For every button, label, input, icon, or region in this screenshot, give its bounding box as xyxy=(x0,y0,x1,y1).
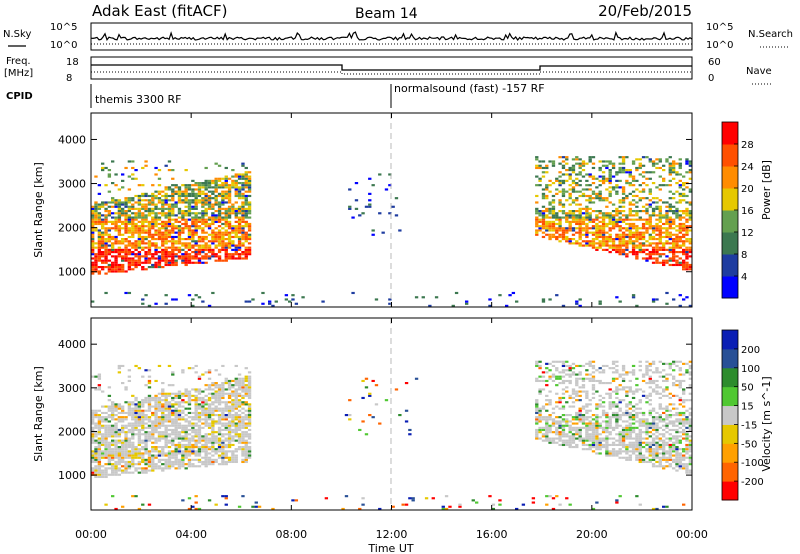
velocity-panel: Slant Range [km] 4000 3000 2000 1000 xyxy=(32,317,693,511)
velocity-colorbar-tick: -15 xyxy=(741,420,757,431)
time-axis-label: Time UT xyxy=(367,542,413,554)
freq-tick-bottom: 8 xyxy=(66,73,72,84)
time-tick-label: 08:00 xyxy=(275,528,307,541)
range-tick-label: 3000 xyxy=(58,178,86,191)
cpid-segment-2: normalsound (fast) -157 RF xyxy=(394,82,545,95)
nsearch-tick-bottom: 10^0 xyxy=(706,40,733,51)
time-tick-label: 20:00 xyxy=(576,528,608,541)
power-panel: Slant Range [km] 4000 3000 2000 1000 xyxy=(32,112,693,308)
range-tick-label: 1000 xyxy=(58,469,86,482)
power-colorbar-tick: 4 xyxy=(741,272,747,283)
velocity-colorbar: 200 100 50 15 -15 -50 -100 -200 xyxy=(721,329,764,501)
power-colorbar-tick: 20 xyxy=(741,184,754,195)
time-tick-label: 00:00 xyxy=(676,528,708,541)
velocity-colorbar-tick: 100 xyxy=(741,364,760,375)
frequency-line xyxy=(91,64,692,71)
nsearch-label: N.Search xyxy=(748,29,793,40)
velocity-colorbar-tick: -50 xyxy=(741,439,757,450)
power-colorbar-tick: 28 xyxy=(741,140,754,151)
nave-dotted-line xyxy=(91,71,692,75)
range-tick-label: 2000 xyxy=(58,222,86,235)
freq-tick-top: 18 xyxy=(66,57,79,68)
power-colorbar-tick: 8 xyxy=(741,250,747,261)
velocity-ylabel: Slant Range [km] xyxy=(32,366,45,462)
time-axis: 00:00 04:00 08:00 12:00 16:00 20:00 00:00 xyxy=(75,113,708,541)
time-tick-label: 16:00 xyxy=(476,528,508,541)
power-colorbar: 28 24 20 16 12 8 4 xyxy=(721,121,754,299)
range-tick-label: 3000 xyxy=(58,382,86,395)
range-tick-label: 4000 xyxy=(58,338,86,351)
range-tick-label: 4000 xyxy=(58,133,86,146)
range-tick-label: 2000 xyxy=(58,425,86,438)
time-tick-label: 04:00 xyxy=(175,528,207,541)
power-colorbar-label: Power [dB] xyxy=(760,160,773,220)
power-colorbar-tick: 12 xyxy=(741,228,754,239)
velocity-colorbar-tick: 200 xyxy=(741,345,760,356)
nsky-trace xyxy=(90,30,693,45)
power-colorbar-tick: 16 xyxy=(741,206,754,217)
velocity-colorbar-tick: -100 xyxy=(741,458,764,469)
velocity-data xyxy=(91,360,693,511)
nsky-line xyxy=(90,30,693,42)
nsearch-tick-top: 10^5 xyxy=(706,22,733,33)
nave-label: Nave xyxy=(746,66,772,77)
power-colorbar-tick: 24 xyxy=(741,162,754,173)
power-ylabel: Slant Range [km] xyxy=(32,162,45,258)
nsky-label: N.Sky xyxy=(3,29,31,40)
nsky-tick-bottom: 10^0 xyxy=(50,40,77,51)
nsky-panel: N.Sky 10^5 10^0 N.Search 10^5 10^0 xyxy=(3,22,793,51)
cpid-segment-1: themis 3300 RF xyxy=(95,93,182,106)
range-tick-label: 1000 xyxy=(58,266,86,279)
time-tick-label: 12:00 xyxy=(376,528,408,541)
station-title: Adak East (fitACF) xyxy=(92,2,227,20)
freq-panel: Freq. [MHz] 18 8 60 0 Nave xyxy=(4,56,772,85)
velocity-colorbar-label: Velocity [m s^-1] xyxy=(760,376,773,471)
time-tick-label: 00:00 xyxy=(75,528,107,541)
cpid-label: CPID xyxy=(6,91,33,102)
power-data xyxy=(91,156,693,307)
freq-unit-label: [MHz] xyxy=(4,68,33,79)
velocity-colorbar-tick: 15 xyxy=(741,402,754,413)
velocity-colorbar-tick: -200 xyxy=(741,477,764,488)
date-title: 20/Feb/2015 xyxy=(598,2,692,20)
nave-tick-bottom: 0 xyxy=(708,73,714,84)
freq-label: Freq. xyxy=(6,56,31,67)
velocity-colorbar-tick: 50 xyxy=(741,383,754,394)
beam-title: Beam 14 xyxy=(355,6,418,22)
nave-tick-top: 60 xyxy=(708,57,721,68)
nsky-tick-top: 10^5 xyxy=(50,22,77,33)
